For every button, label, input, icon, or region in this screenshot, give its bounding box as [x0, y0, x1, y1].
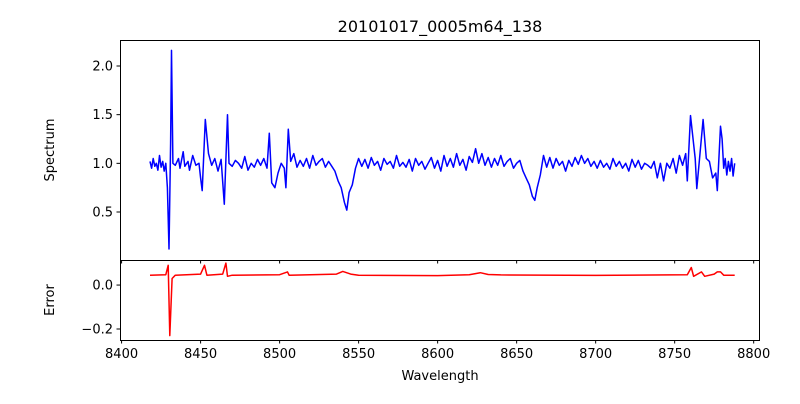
error-y-tick-label: −0.2	[81, 323, 113, 338]
top-axes-frame	[120, 40, 760, 261]
x-tick-label: 8400	[105, 347, 138, 362]
error-line	[149, 262, 735, 337]
x-tick-label: 8750	[658, 347, 691, 362]
bottom-axes-frame	[120, 260, 760, 341]
error-y-tick-label: 0.0	[92, 279, 113, 294]
spectrum-y-tick-label: 1.0	[92, 157, 113, 172]
x-tick-label: 8650	[500, 347, 533, 362]
x-tick-label: 8800	[737, 347, 770, 362]
top-y-axis-label: Spectrum	[43, 119, 58, 182]
spectrum-y-tick-label: 2.0	[92, 59, 113, 74]
spectrum-y-tick-label: 0.5	[92, 206, 113, 221]
x-tick-label: 8550	[342, 347, 375, 362]
spectrum-y-tick-label: 1.5	[92, 108, 113, 123]
x-tick-label: 8450	[184, 347, 217, 362]
chart-title: 20101017_0005m64_138	[338, 17, 543, 37]
x-tick-label: 8500	[263, 347, 296, 362]
spectrum-line	[149, 49, 736, 250]
x-tick-label: 8600	[421, 347, 454, 362]
bottom-y-axis-label: Error	[43, 284, 58, 316]
x-tick-label: 8700	[579, 347, 612, 362]
x-axis-label: Wavelength	[401, 369, 478, 384]
